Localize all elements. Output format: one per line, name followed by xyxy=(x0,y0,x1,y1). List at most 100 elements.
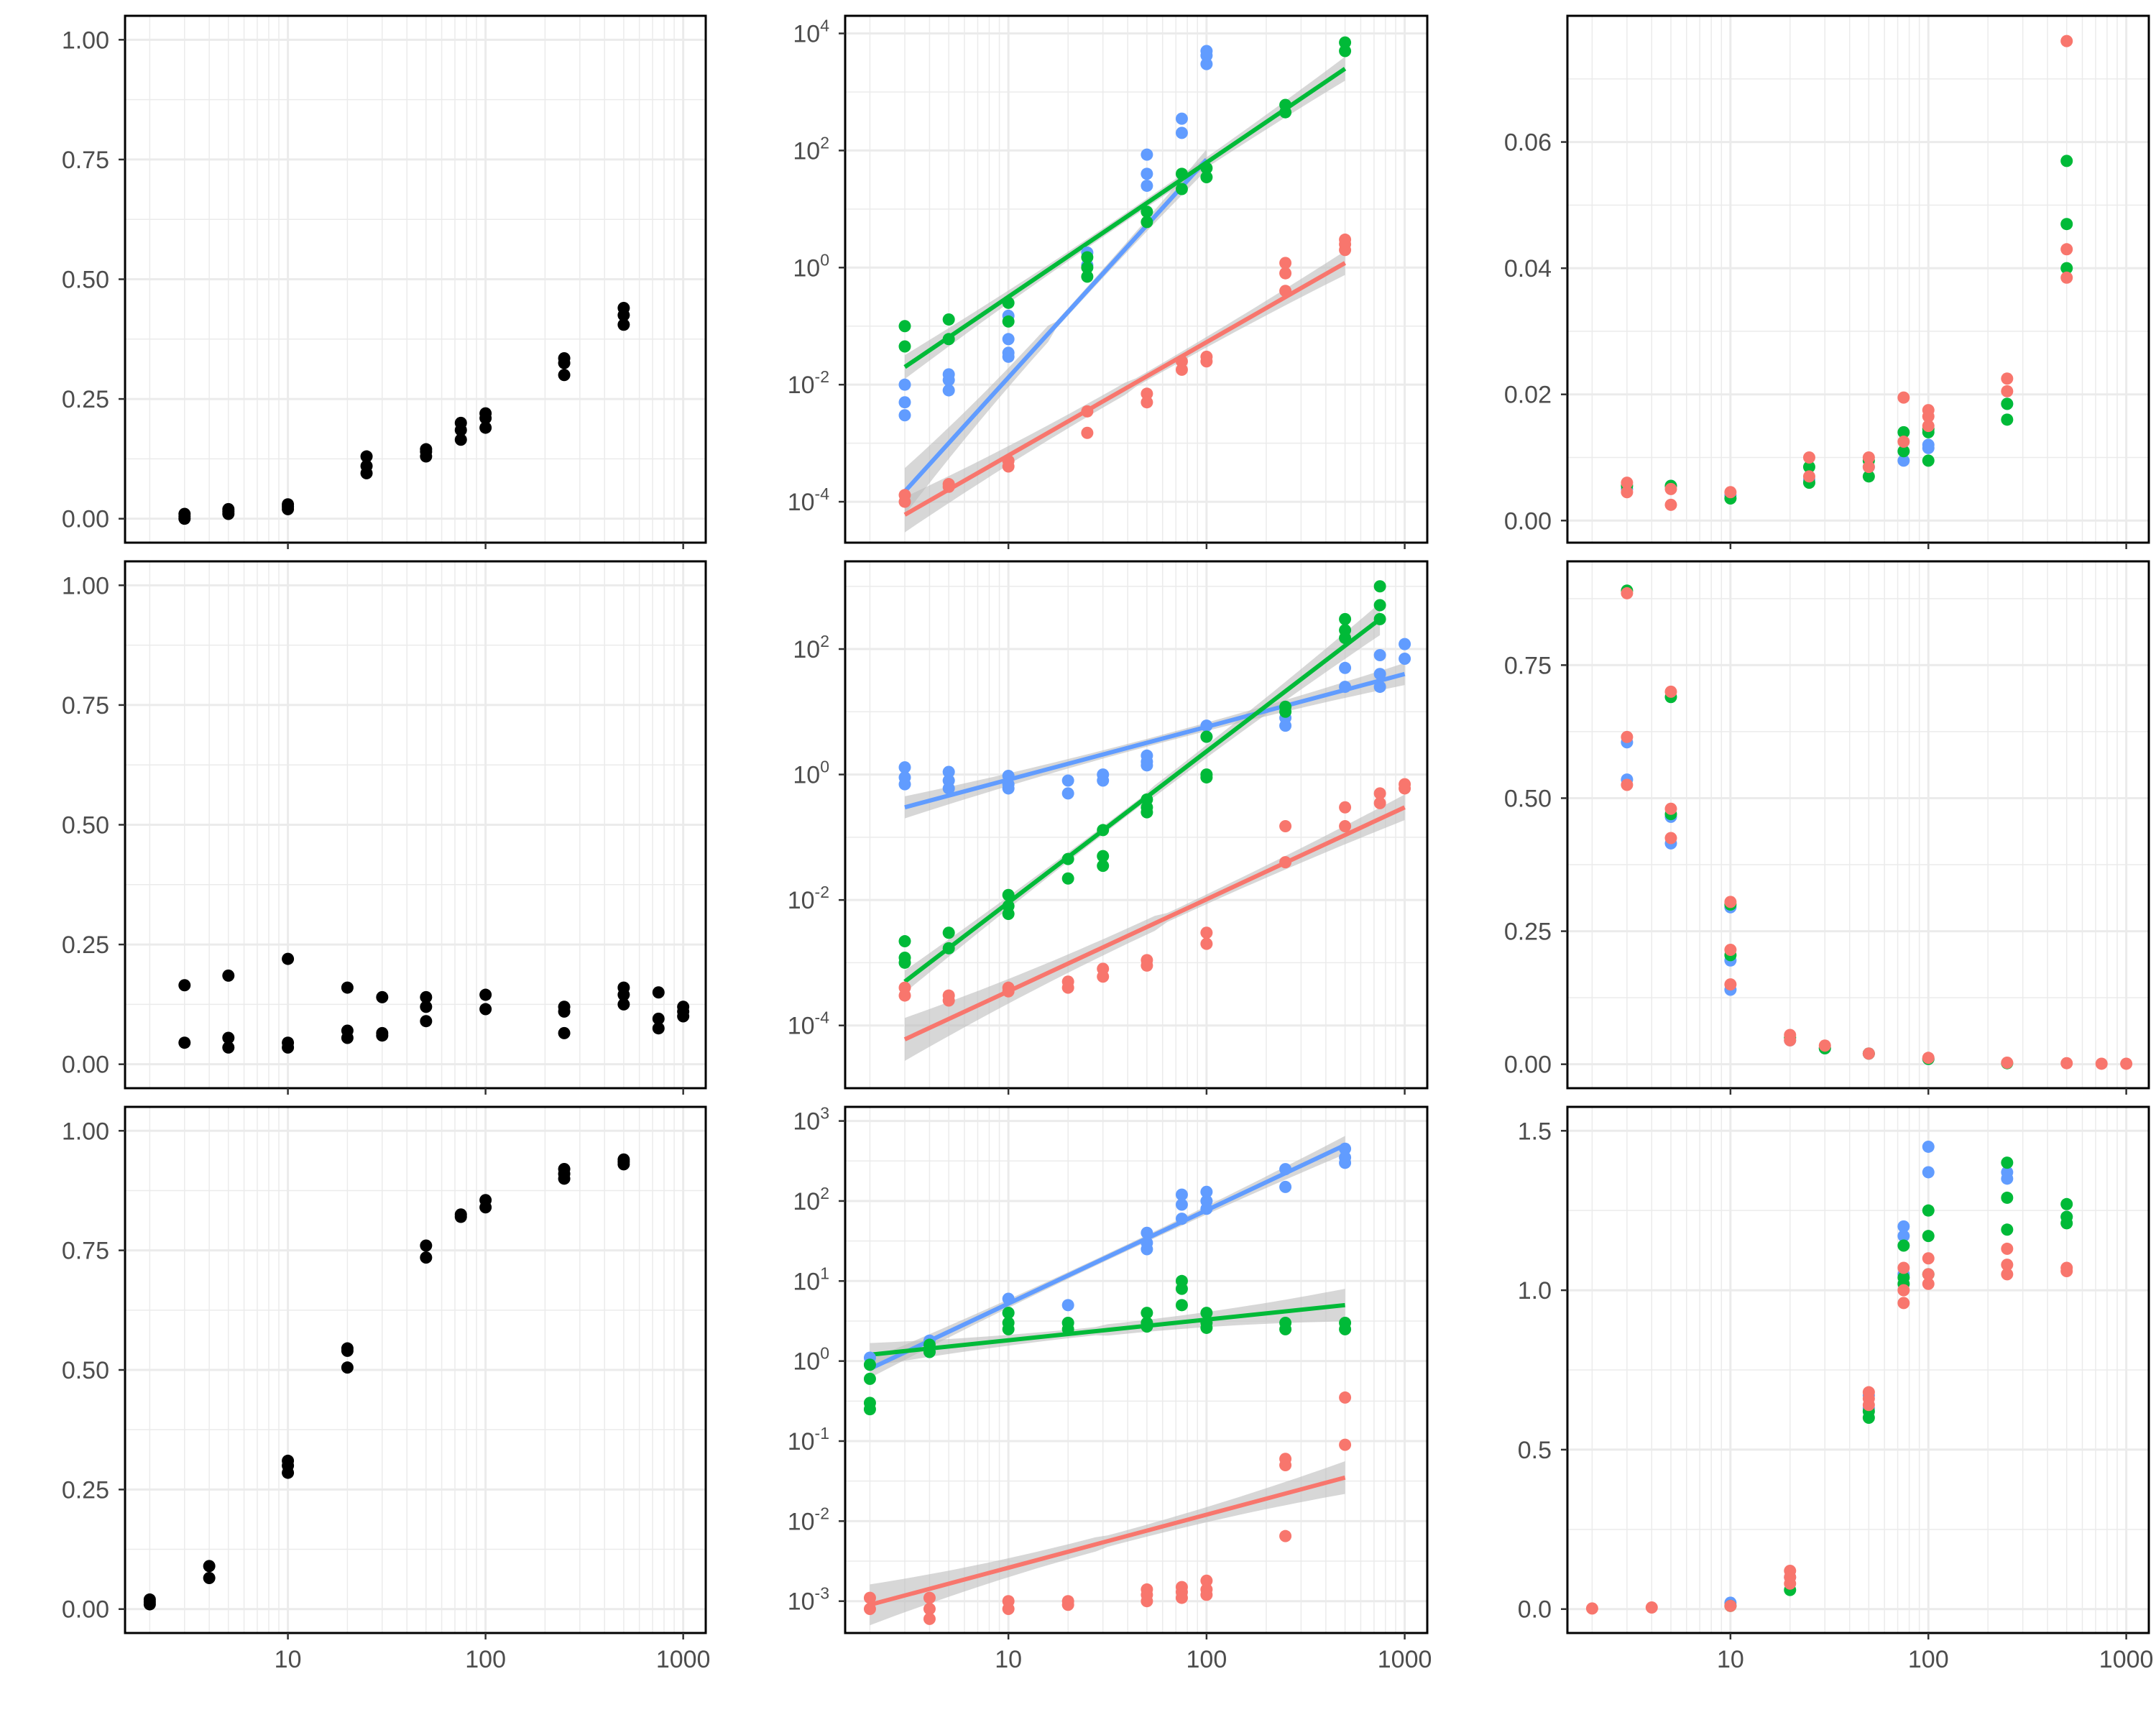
point-red xyxy=(1339,819,1352,832)
point-red xyxy=(1862,461,1875,474)
point-blue xyxy=(1002,350,1015,363)
point-red xyxy=(1664,802,1677,815)
point-blue xyxy=(1141,179,1153,192)
panel-r3c1: 0.00 0.25 0.50 0.75 1.00 10 100 1000 xyxy=(62,1105,710,1673)
point-green xyxy=(2001,413,2014,426)
y-tick-label: 0.0 xyxy=(1518,1596,1552,1624)
point-black xyxy=(617,318,630,331)
x-tick-label: 100 xyxy=(1908,1646,1949,1673)
point-green xyxy=(2060,1217,2073,1230)
point-black xyxy=(652,1022,665,1035)
point-red xyxy=(1922,1052,1935,1064)
point-black xyxy=(341,981,354,994)
point-blue xyxy=(1373,668,1386,681)
point-red xyxy=(2120,1057,2133,1070)
y-tick-label: 10-2 xyxy=(788,367,829,399)
point-blue xyxy=(1061,1299,1074,1312)
point-red xyxy=(1897,1261,1910,1274)
y-tick-label: 104 xyxy=(793,17,829,48)
point-red xyxy=(1399,782,1411,795)
point-green xyxy=(2001,1223,2014,1236)
point-blue xyxy=(1922,1140,1935,1153)
point-blue xyxy=(1373,681,1386,694)
point-black xyxy=(420,1251,433,1264)
panel-border xyxy=(844,560,1429,1090)
point-blue xyxy=(1002,333,1015,346)
point-blue xyxy=(1141,1243,1153,1256)
point-green xyxy=(898,935,911,948)
point-blue xyxy=(898,409,911,422)
point-green xyxy=(1373,612,1386,625)
y-tick-label: 0.25 xyxy=(62,932,109,959)
panel-r2c3: 0.00 0.25 0.50 0.75 xyxy=(1504,560,2150,1095)
point-red xyxy=(2060,271,2073,284)
point-green xyxy=(2060,262,2073,275)
y-tick-label: 1.00 xyxy=(62,27,109,54)
point-green xyxy=(1061,1322,1074,1335)
point-blue xyxy=(1399,653,1411,666)
point-black xyxy=(360,450,373,463)
point-red xyxy=(1664,832,1677,845)
point-black xyxy=(617,1153,630,1166)
point-black xyxy=(617,301,630,314)
point-green xyxy=(942,926,955,939)
point-green xyxy=(2060,1197,2073,1210)
point-red xyxy=(1664,482,1677,495)
point-red xyxy=(1279,267,1292,280)
y-tick-label: 0.06 xyxy=(1504,129,1552,157)
x-tick-label: 10 xyxy=(1717,1646,1744,1673)
y-tick-label: 100 xyxy=(793,250,829,282)
point-blue xyxy=(1200,45,1213,58)
y-tick-label: 1.5 xyxy=(1518,1118,1552,1145)
point-red xyxy=(1621,730,1634,743)
point-red xyxy=(1279,1459,1292,1472)
y-tick-label: 0.00 xyxy=(1504,1052,1552,1079)
point-green xyxy=(2001,397,2014,410)
panel-border xyxy=(1566,560,2150,1090)
panels: 0.00 0.25 0.50 0.75 1.00 10-4 10-2 100 102 104 0.0… xyxy=(62,14,2153,1673)
point-blue xyxy=(2001,1172,2014,1185)
y-tick-label: 0.75 xyxy=(62,692,109,719)
point-red xyxy=(1784,1034,1797,1046)
point-black xyxy=(341,1031,354,1044)
point-red xyxy=(1279,1530,1292,1542)
point-blue xyxy=(1141,759,1153,772)
point-blue xyxy=(1279,719,1292,732)
point-black xyxy=(677,1010,690,1023)
y-tick-label: 100 xyxy=(793,758,829,789)
point-red xyxy=(1200,355,1213,368)
point-red xyxy=(1724,943,1737,956)
point-red xyxy=(923,1591,936,1604)
plot-area xyxy=(178,952,690,1054)
point-green xyxy=(1200,1307,1213,1320)
point-green xyxy=(1339,1322,1352,1335)
point-blue xyxy=(1339,1156,1352,1169)
point-black xyxy=(558,1026,571,1039)
plot-area xyxy=(898,580,1411,1061)
point-red xyxy=(1200,926,1213,939)
y-tick-label: 0.00 xyxy=(62,1052,109,1079)
point-red xyxy=(2001,1056,2014,1069)
point-black xyxy=(376,1029,389,1042)
point-green xyxy=(1339,36,1352,49)
point-red xyxy=(1724,896,1737,908)
point-blue xyxy=(1897,454,1910,467)
point-green xyxy=(1141,206,1153,218)
y-tick-label: 101 xyxy=(793,1264,829,1295)
point-blue xyxy=(1175,1188,1188,1201)
y-tick-label: 0.50 xyxy=(1504,785,1552,812)
point-red xyxy=(1279,257,1292,270)
point-green xyxy=(1141,216,1153,229)
point-red xyxy=(2060,1264,2073,1277)
point-green xyxy=(1339,612,1352,625)
point-red xyxy=(942,480,955,493)
confidence-band-green xyxy=(870,1289,1345,1367)
point-red xyxy=(1897,1284,1910,1297)
panel-r3c3: 0.0 0.5 1.0 1.5 10 100 1000 xyxy=(1518,1105,2153,1673)
point-blue xyxy=(1141,167,1153,180)
point-blue xyxy=(942,782,955,795)
point-green xyxy=(1922,454,1935,467)
point-green xyxy=(863,1403,876,1416)
y-tick-label: 0.02 xyxy=(1504,382,1552,409)
